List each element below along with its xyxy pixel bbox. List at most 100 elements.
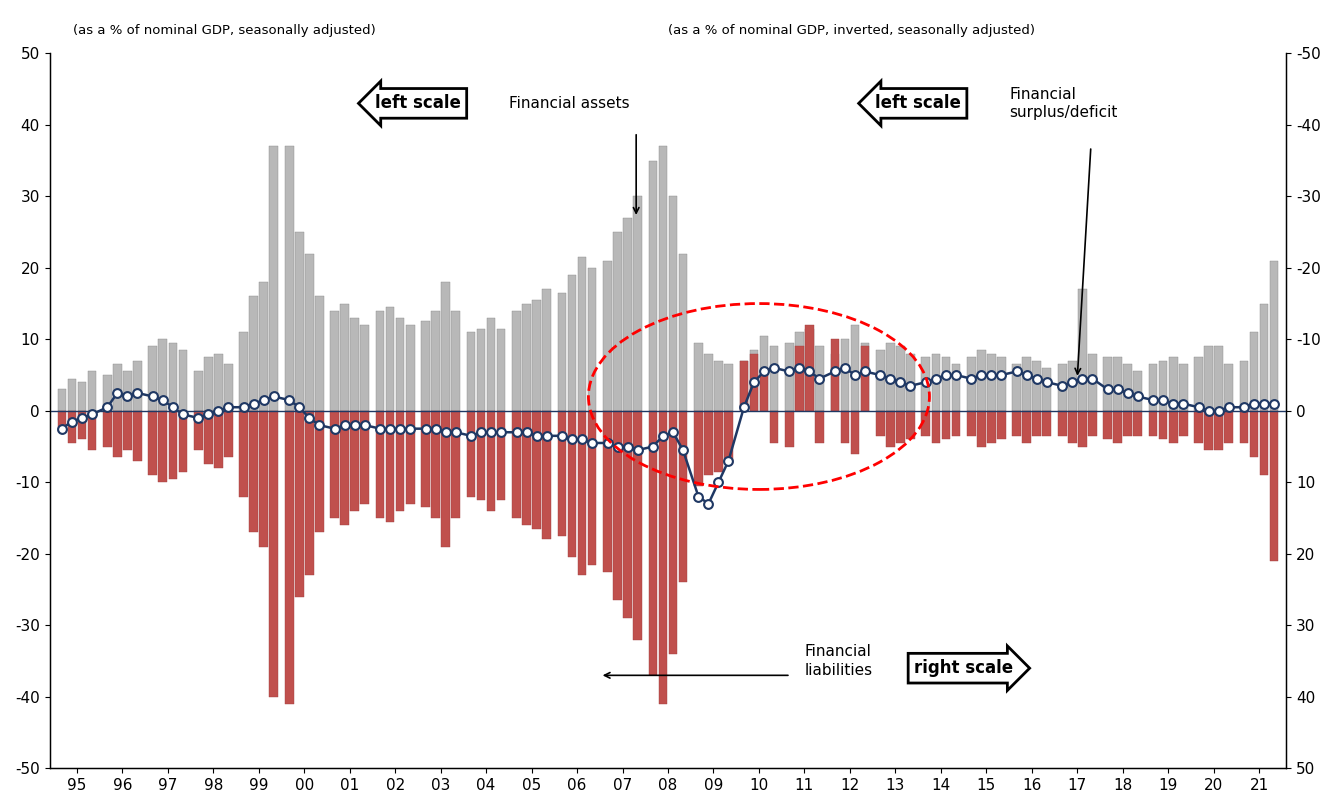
Point [1264, 398, 1285, 410]
Point [198, 408, 219, 421]
Bar [542, 289, 550, 410]
Text: (as a % of nominal GDP, inverted, seasonally adjusted): (as a % of nominal GDP, inverted, season… [668, 24, 1035, 37]
Point [1082, 372, 1104, 385]
Bar [432, 410, 440, 518]
Bar [512, 311, 521, 410]
Bar [633, 410, 641, 640]
Bar [967, 410, 975, 436]
Bar [679, 410, 687, 583]
Bar [250, 410, 258, 532]
Point [325, 423, 346, 436]
Bar [486, 410, 496, 511]
Bar [568, 410, 576, 558]
Point [1218, 401, 1240, 414]
Bar [295, 232, 303, 410]
Bar [1133, 372, 1142, 410]
Bar [931, 410, 941, 443]
Bar [1113, 410, 1122, 443]
Bar [568, 275, 576, 410]
Point [824, 365, 846, 378]
Bar [159, 339, 167, 410]
Bar [1013, 364, 1021, 410]
Bar [1104, 357, 1112, 410]
Bar [57, 389, 67, 410]
Point [51, 423, 72, 436]
Point [854, 365, 875, 378]
Bar [214, 354, 223, 410]
Point [754, 365, 775, 378]
Bar [285, 146, 294, 410]
Bar [330, 311, 339, 410]
Text: Financial
liabilities: Financial liabilities [804, 644, 872, 678]
Bar [406, 325, 414, 410]
Point [1097, 383, 1118, 396]
Bar [477, 329, 485, 410]
Bar [194, 410, 203, 450]
Bar [421, 410, 430, 507]
Bar [649, 161, 657, 410]
Point [697, 497, 719, 510]
Bar [432, 311, 440, 410]
Bar [522, 304, 530, 410]
Bar [1269, 410, 1279, 561]
Bar [1204, 347, 1213, 410]
Bar [1224, 364, 1233, 410]
Bar [604, 261, 612, 410]
Bar [350, 318, 359, 410]
Point [617, 440, 639, 453]
Point [370, 423, 391, 436]
Bar [88, 372, 96, 410]
Point [1051, 379, 1073, 392]
Bar [749, 354, 759, 410]
Point [61, 415, 83, 428]
Bar [270, 146, 278, 410]
Bar [806, 329, 814, 410]
Text: (as a % of nominal GDP, seasonally adjusted): (as a % of nominal GDP, seasonally adjus… [73, 24, 377, 37]
Bar [477, 410, 485, 500]
Point [552, 429, 573, 442]
Bar [1124, 410, 1132, 436]
Bar [1042, 368, 1051, 410]
Bar [1194, 357, 1202, 410]
Bar [214, 410, 223, 468]
Point [663, 426, 684, 439]
Bar [1088, 354, 1097, 410]
Bar [815, 347, 824, 410]
Bar [1194, 410, 1202, 443]
Bar [361, 410, 369, 503]
Bar [1022, 410, 1031, 443]
Point [71, 411, 92, 424]
Point [844, 368, 866, 381]
Bar [486, 318, 496, 410]
Point [672, 444, 693, 457]
Bar [1214, 410, 1222, 450]
Point [1244, 398, 1265, 410]
Point [990, 368, 1011, 381]
Point [470, 426, 492, 439]
Bar [669, 410, 677, 654]
Bar [406, 410, 414, 503]
Point [1162, 398, 1184, 410]
Bar [159, 410, 167, 482]
Bar [749, 350, 759, 410]
Point [808, 372, 830, 385]
Bar [740, 360, 748, 410]
Bar [1169, 410, 1177, 443]
Point [890, 376, 911, 389]
Point [1017, 368, 1038, 381]
Bar [204, 357, 212, 410]
Bar [103, 410, 112, 447]
Bar [466, 332, 476, 410]
Point [627, 444, 648, 457]
Point [879, 372, 900, 385]
Bar [977, 410, 986, 447]
Bar [1240, 410, 1248, 443]
Point [1037, 376, 1058, 389]
Bar [1169, 357, 1177, 410]
Point [445, 426, 466, 439]
Point [232, 401, 254, 414]
Point [945, 368, 966, 381]
Point [688, 490, 709, 503]
Bar [341, 410, 349, 525]
Bar [633, 196, 641, 410]
